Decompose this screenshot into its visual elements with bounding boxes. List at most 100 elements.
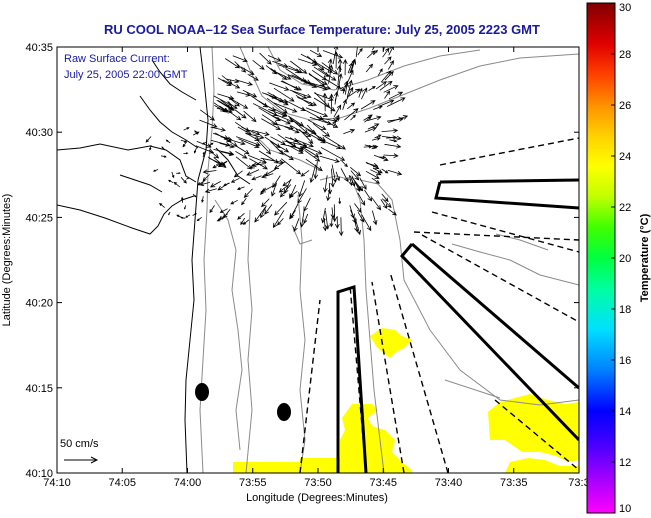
current-vector <box>236 91 251 97</box>
current-vector <box>298 180 306 198</box>
current-vector <box>367 123 380 130</box>
current-vector <box>365 63 374 73</box>
current-vector <box>199 119 218 128</box>
current-vector <box>384 143 402 149</box>
current-vector <box>388 47 394 56</box>
current-vector <box>322 217 328 232</box>
current-vector <box>171 171 175 179</box>
current-vector <box>299 129 314 145</box>
current-vector <box>183 205 187 210</box>
current-vector <box>251 162 266 168</box>
y-tick-label: 40:15 <box>25 383 53 395</box>
boundary-polygons <box>336 178 579 473</box>
current-vector <box>374 134 382 139</box>
current-vector <box>343 86 354 106</box>
current-vector <box>279 184 292 198</box>
station-dot <box>277 403 291 421</box>
current-vector <box>234 109 247 119</box>
current-vector <box>202 151 205 158</box>
current-vector <box>196 216 202 222</box>
current-vector <box>386 117 404 122</box>
y-tick-label: 40:20 <box>25 298 53 310</box>
current-vector <box>250 95 269 108</box>
current-vector <box>335 171 340 182</box>
current-vector <box>371 47 375 51</box>
current-vector <box>338 217 344 237</box>
current-vector <box>332 47 339 65</box>
current-vector <box>213 149 234 156</box>
current-vector <box>232 55 248 63</box>
current-vector <box>271 182 277 197</box>
current-vector <box>145 136 152 143</box>
current-vector <box>176 214 183 218</box>
y-tick-label: 40:30 <box>25 127 53 139</box>
current-vector <box>350 170 360 181</box>
x-axis-label: Longitude (Degrees:Minutes) <box>246 492 388 504</box>
chart-title: RU COOL NOAA–12 Sea Surface Temperature:… <box>104 22 540 37</box>
current-vector <box>290 60 308 74</box>
current-vector <box>219 160 228 166</box>
current-vector <box>288 65 303 74</box>
current-vector <box>357 192 366 206</box>
current-vector <box>251 175 262 181</box>
current-vector <box>274 201 288 216</box>
current-vector <box>322 50 344 59</box>
current-vector <box>240 66 255 75</box>
current-vector <box>305 158 323 172</box>
current-vector <box>236 136 261 147</box>
current-vector <box>313 97 336 112</box>
current-vector <box>261 118 281 130</box>
current-vector <box>340 168 349 183</box>
current-vector <box>326 188 331 202</box>
current-vector <box>266 97 288 114</box>
sst-patch <box>505 458 579 473</box>
current-vector <box>337 58 343 73</box>
current-vector <box>285 140 304 152</box>
current-vector <box>328 64 334 84</box>
current-vector <box>214 132 232 143</box>
x-axis-ticks: 74:10 74:05 74:00 73:55 73:50 73:45 73:40 73:35… <box>43 47 590 489</box>
current-vector <box>236 186 245 191</box>
current-vector <box>265 65 278 75</box>
current-vector <box>320 146 346 161</box>
current-vector <box>192 213 198 216</box>
current-vector <box>268 108 288 118</box>
current-vector <box>222 79 241 89</box>
current-vector <box>185 214 191 218</box>
y-axis-ticks: 40:35 40:30 40:25 40:20 40:15 40:10 <box>25 42 579 480</box>
current-vector <box>269 140 284 156</box>
current-vector <box>338 197 342 205</box>
current-vector <box>341 160 348 168</box>
scale-arrow <box>64 456 99 464</box>
current-vector <box>327 182 333 195</box>
current-vector <box>204 188 217 194</box>
current-vector <box>284 126 300 134</box>
current-vector <box>334 216 340 229</box>
current-vector <box>258 107 281 122</box>
colorbar-tick-label: 20 <box>619 253 631 265</box>
map-layers <box>57 47 579 473</box>
current-vector <box>300 170 310 177</box>
current-vector <box>377 68 383 76</box>
current-vector <box>344 82 349 95</box>
current-vector <box>304 149 321 162</box>
current-vector <box>249 158 268 170</box>
current-vector <box>193 147 197 154</box>
current-vector <box>210 139 231 147</box>
current-vector <box>384 70 394 81</box>
current-vector <box>354 181 362 192</box>
current-vector <box>282 179 292 187</box>
current-vector <box>381 128 399 134</box>
current-vector <box>267 55 282 62</box>
current-vector <box>375 81 388 90</box>
current-vector <box>180 216 186 219</box>
colorbar-tick-label: 18 <box>619 304 631 316</box>
current-vector <box>202 174 210 182</box>
current-vector <box>342 58 348 76</box>
colorbar-tick-label: 30 <box>619 2 631 14</box>
current-vector <box>342 80 349 94</box>
x-tick-label: 74:10 <box>43 477 71 489</box>
current-vector <box>230 199 238 205</box>
sst-patch <box>488 394 579 462</box>
current-vector <box>237 126 252 135</box>
